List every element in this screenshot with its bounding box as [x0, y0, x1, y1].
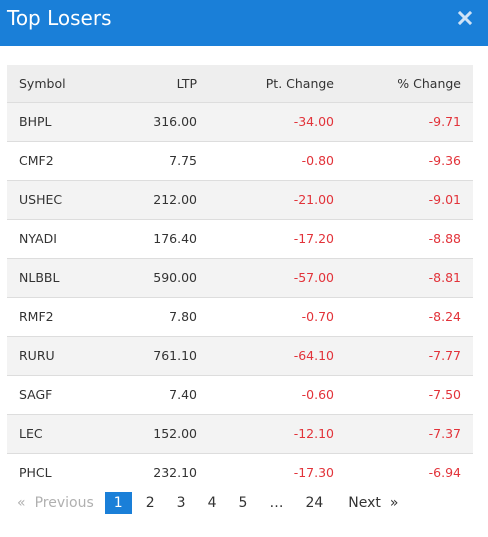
column-header-pct-change[interactable]: % Change — [397, 75, 461, 91]
cell-pt-change: -17.20 — [293, 231, 334, 246]
cell-pt-change: -34.00 — [293, 114, 334, 129]
dialog-title: Top Losers — [7, 6, 112, 30]
cell-symbol[interactable]: NYADI — [19, 231, 57, 246]
cell-pct-change: -7.77 — [428, 348, 461, 363]
cell-pt-change: -0.70 — [301, 309, 334, 324]
cell-symbol[interactable]: USHEC — [19, 192, 63, 207]
table-header-row: Symbol LTP Pt. Change % Change — [7, 65, 473, 102]
cell-ltp: 7.40 — [169, 387, 197, 402]
cell-pct-change: -8.24 — [428, 309, 461, 324]
cell-ltp: 761.10 — [153, 348, 197, 363]
cell-symbol[interactable]: RMF2 — [19, 309, 54, 324]
cell-ltp: 152.00 — [153, 426, 197, 441]
cell-ltp: 7.80 — [169, 309, 197, 324]
page-1-button[interactable]: 1 — [104, 492, 132, 514]
page-24-button[interactable]: 24 — [305, 495, 324, 511]
table-row[interactable]: PHCL 232.10 -17.30 -6.94 — [7, 453, 473, 492]
table-row[interactable]: NYADI 176.40 -17.20 -8.88 — [7, 219, 473, 258]
next-arrow-icon: » — [389, 495, 399, 511]
column-header-symbol[interactable]: Symbol — [19, 75, 66, 91]
cell-pct-change: -8.88 — [428, 231, 461, 246]
cell-pt-change: -0.60 — [301, 387, 334, 402]
cell-pct-change: -7.37 — [428, 426, 461, 441]
dialog-header: Top Losers — [0, 0, 488, 46]
cell-pt-change: -17.30 — [293, 465, 334, 481]
cell-pt-change: -0.80 — [301, 153, 334, 168]
page-5-button[interactable]: 5 — [238, 495, 248, 511]
losers-table-container: Symbol LTP Pt. Change % Change BHPL 316.0… — [7, 65, 473, 492]
next-page-button[interactable]: Next » — [340, 492, 406, 514]
column-header-pt-change[interactable]: Pt. Change — [265, 75, 334, 91]
table-row[interactable]: CMF2 7.75 -0.80 -9.36 — [7, 141, 473, 180]
page-2-button[interactable]: 2 — [145, 495, 155, 511]
table-row[interactable]: RMF2 7.80 -0.70 -8.24 — [7, 297, 473, 336]
cell-pt-change: -57.00 — [293, 270, 334, 285]
cell-symbol[interactable]: PHCL — [19, 465, 52, 481]
page-4-button[interactable]: 4 — [207, 495, 217, 511]
table-row[interactable]: SAGF 7.40 -0.60 -7.50 — [7, 375, 473, 414]
cell-symbol[interactable]: RURU — [19, 348, 55, 363]
cell-pct-change: -9.71 — [428, 114, 461, 129]
cell-pct-change: -9.01 — [428, 192, 461, 207]
cell-pct-change: -8.81 — [428, 270, 461, 285]
close-button[interactable] — [456, 9, 474, 27]
cell-pt-change: -12.10 — [293, 426, 334, 441]
cell-ltp: 7.75 — [169, 153, 197, 168]
previous-page-button[interactable]: « Previous — [7, 492, 102, 514]
table-row[interactable]: LEC 152.00 -12.10 -7.37 — [7, 414, 473, 453]
cell-ltp: 176.40 — [153, 231, 197, 246]
next-label: Next — [348, 495, 381, 511]
cell-symbol[interactable]: CMF2 — [19, 153, 54, 168]
close-icon — [458, 11, 472, 25]
page-3-button[interactable]: 3 — [176, 495, 186, 511]
cell-ltp: 316.00 — [153, 114, 197, 129]
cell-ltp: 212.00 — [153, 192, 197, 207]
cell-pt-change: -64.10 — [293, 348, 334, 363]
cell-symbol[interactable]: NLBBL — [19, 270, 60, 285]
cell-symbol[interactable]: LEC — [19, 426, 43, 441]
table-row[interactable]: RURU 761.10 -64.10 -7.77 — [7, 336, 473, 375]
table-row[interactable]: BHPL 316.00 -34.00 -9.71 — [7, 102, 473, 141]
cell-ltp: 590.00 — [153, 270, 197, 285]
table-row[interactable]: NLBBL 590.00 -57.00 -8.81 — [7, 258, 473, 297]
pagination: « Previous 1 2 3 4 5 … 24 Next » — [7, 492, 406, 514]
losers-table: Symbol LTP Pt. Change % Change BHPL 316.0… — [7, 65, 473, 492]
table-row[interactable]: USHEC 212.00 -21.00 -9.01 — [7, 180, 473, 219]
cell-pct-change: -7.50 — [428, 387, 461, 402]
column-header-ltp[interactable]: LTP — [176, 75, 197, 91]
previous-label: Previous — [34, 495, 94, 511]
cell-pct-change: -6.94 — [428, 465, 461, 481]
prev-arrow-icon: « — [17, 495, 26, 511]
pagination-ellipsis: … — [269, 495, 284, 511]
cell-symbol[interactable]: SAGF — [19, 387, 53, 402]
cell-ltp: 232.10 — [153, 465, 197, 481]
cell-pt-change: -21.00 — [293, 192, 334, 207]
cell-symbol[interactable]: BHPL — [19, 114, 52, 129]
cell-pct-change: -9.36 — [428, 153, 461, 168]
